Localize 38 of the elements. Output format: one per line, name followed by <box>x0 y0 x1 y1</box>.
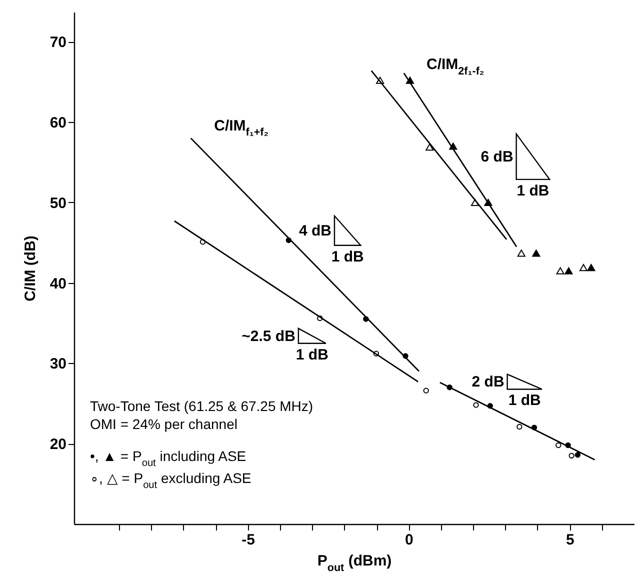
y-axis-title: C/IM (dB) <box>22 236 39 302</box>
y-tick-label: 20 <box>50 436 66 454</box>
point <box>574 452 581 458</box>
annotation: 6 dB <box>480 148 514 166</box>
x-tick-label: 5 <box>566 532 574 548</box>
annotation: OMI = 24% per channel <box>90 416 238 432</box>
x-tick-label: 0 <box>405 532 414 548</box>
annotation: ∘, △ = P$_{out}$ excluding ASE <box>90 470 252 491</box>
annotation: C/IM$_{2f₁-f₂}$ <box>426 56 484 78</box>
point <box>579 264 588 272</box>
point <box>516 424 522 430</box>
annotation: 1 dB <box>296 346 329 364</box>
annotation: Two-Tone Test (61.25 & 67.25 MHz) <box>90 398 314 414</box>
point <box>568 452 574 459</box>
x-axis-title: P$_{out}$ (dBm) <box>317 552 392 574</box>
annotation: ~2.5 dB <box>242 328 296 345</box>
point <box>426 143 434 151</box>
point <box>473 402 479 408</box>
annotation: C/IM$_{f₁+f₂}$ <box>214 117 269 139</box>
y-tick-label: 50 <box>50 194 66 212</box>
y-tick-label: 30 <box>50 356 66 373</box>
y-tick-label: 60 <box>50 114 66 132</box>
y-tick-label: 70 <box>50 34 66 52</box>
point <box>564 267 573 274</box>
point <box>532 250 540 257</box>
annotation: •, ▲ = P$_{out}$ including ASE <box>90 448 246 469</box>
y-tick-label: 40 <box>50 275 66 292</box>
annotation: 1 dB <box>516 182 550 200</box>
point <box>556 442 562 448</box>
point <box>587 264 596 272</box>
point <box>556 267 564 274</box>
x-tick-label: -5 <box>242 532 255 548</box>
annotation: 2 dB <box>472 374 504 391</box>
point <box>423 388 429 394</box>
annotation: 4 dB <box>298 222 332 240</box>
annotation: 1 dB <box>331 248 364 266</box>
annotation: 1 dB <box>508 392 541 410</box>
point <box>517 250 526 257</box>
